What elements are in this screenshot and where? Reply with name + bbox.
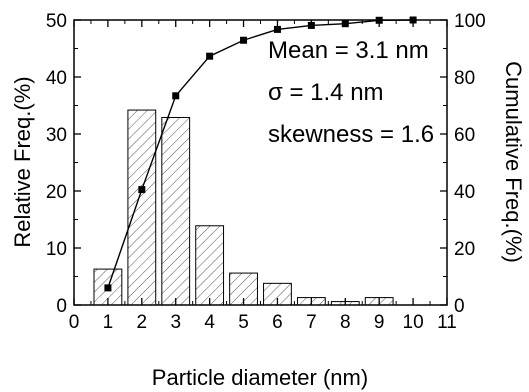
cumulative-point [172, 92, 180, 100]
annotation-mean: Mean = 3.1 nm [268, 37, 429, 64]
left-y-tick-label: 20 [46, 182, 67, 203]
x-axis-title: Particle diameter (nm) [152, 365, 368, 390]
annotation-sigma: σ = 1.4 nm [268, 79, 384, 106]
left-y-tick-label: 10 [46, 239, 67, 260]
x-tick-label: 9 [374, 312, 385, 333]
x-tick-label: 4 [204, 312, 215, 333]
x-tick-label: 1 [103, 312, 114, 333]
right-y-tick-label: 20 [454, 239, 475, 260]
right-y-tick-label: 100 [454, 11, 486, 32]
right-y-axis-ticks: 0 20 40 60 80 100 [440, 11, 486, 317]
right-y-tick-label: 60 [454, 125, 475, 146]
x-tick-label: 8 [340, 312, 351, 333]
cumulative-point [104, 284, 112, 292]
right-y-tick-label: 0 [454, 296, 465, 317]
right-y-axis-title: Cumulative Freq.(%) [501, 61, 526, 263]
x-tick-label: 11 [437, 312, 457, 333]
cumulative-point [273, 25, 281, 33]
x-tick-label: 5 [238, 312, 249, 333]
cumulative-point [138, 186, 146, 194]
right-y-tick-label: 80 [454, 68, 475, 89]
cumulative-point [240, 36, 248, 44]
histogram-bars [93, 109, 394, 306]
x-tick-label: 6 [272, 312, 283, 333]
x-tick-label: 0 [69, 312, 80, 333]
left-y-tick-label: 40 [46, 68, 67, 89]
x-tick-label: 2 [137, 312, 148, 333]
x-tick-label: 3 [170, 312, 181, 333]
left-y-tick-label: 30 [46, 125, 67, 146]
left-y-tick-label: 0 [56, 296, 67, 317]
cumulative-point [206, 52, 214, 60]
right-y-tick-label: 40 [454, 182, 475, 203]
histogram-bar [161, 116, 191, 306]
histogram-bar [127, 109, 157, 306]
left-y-tick-label: 50 [46, 11, 67, 32]
x-axis-ticks: 0 1 2 3 4 5 6 7 8 9 10 11 [69, 20, 457, 333]
x-tick-label: 7 [306, 312, 317, 333]
left-y-axis-title: Relative Freq.(%) [10, 76, 35, 247]
x-tick-label: 10 [403, 312, 424, 333]
annotation-skewness: skewness = 1.6 [268, 121, 434, 148]
left-y-axis-ticks: 0 10 20 30 40 50 [46, 11, 81, 317]
histogram-bar [195, 225, 225, 306]
